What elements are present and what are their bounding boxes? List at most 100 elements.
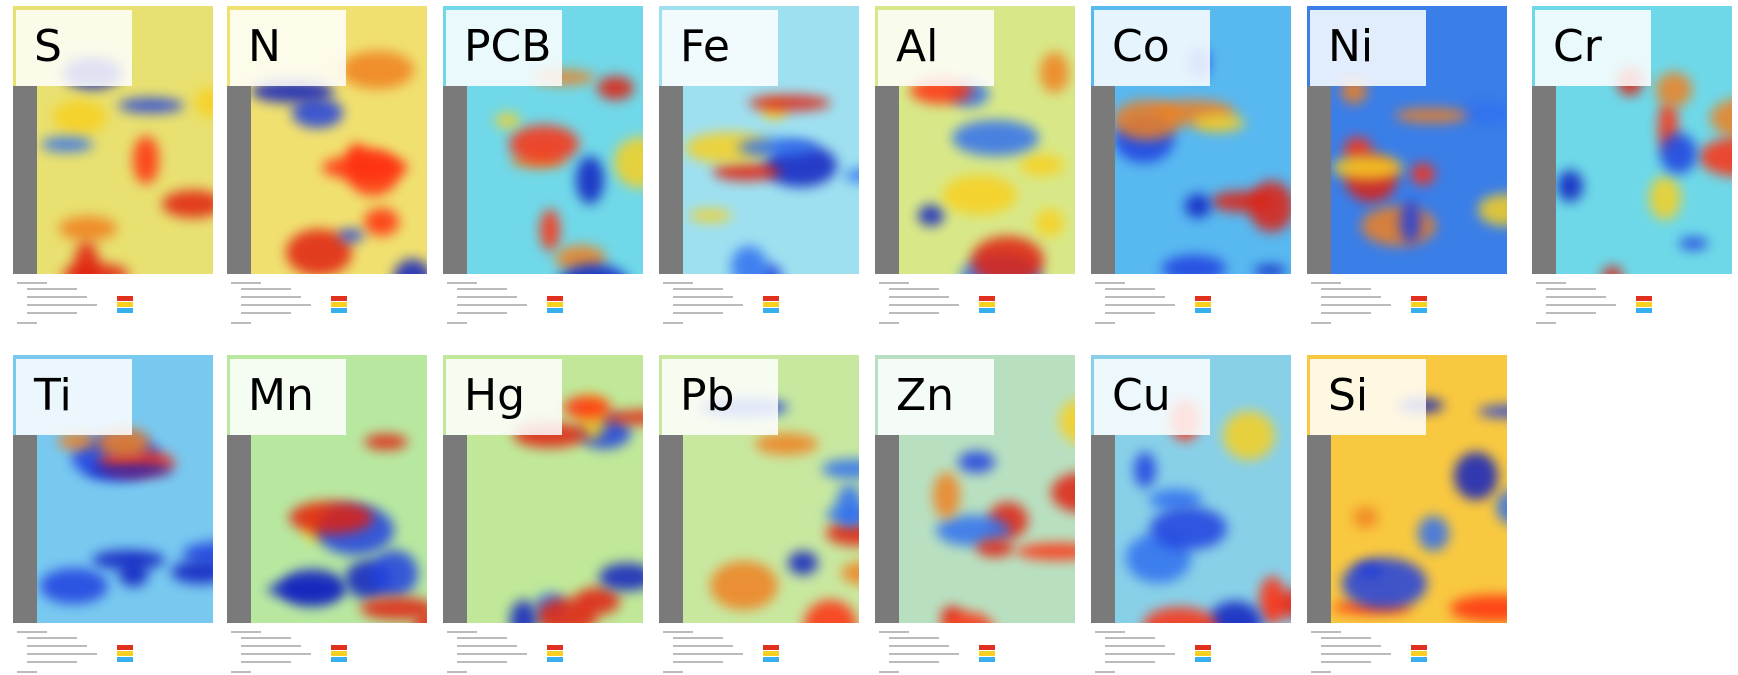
legend-swatch: [763, 651, 779, 656]
hotspot: [689, 209, 732, 222]
legend-swatch: [1411, 302, 1427, 307]
legend-swatch: [117, 657, 133, 662]
legend: [879, 631, 1069, 675]
hotspot: [710, 561, 777, 610]
legend-line: [1095, 631, 1125, 633]
legend-line: [673, 304, 743, 306]
hotspot: [1478, 194, 1507, 227]
legend-line: [231, 322, 251, 324]
legend-swatch: [763, 296, 779, 301]
legend-line: [27, 653, 97, 655]
legend-line: [447, 671, 467, 673]
legend-swatch: [331, 651, 347, 656]
legend-line: [1321, 653, 1391, 655]
legend-line: [457, 645, 517, 647]
legend-line: [663, 282, 693, 284]
legend-line: [879, 282, 909, 284]
map-panel: Al: [875, 6, 1075, 341]
legend-line: [673, 296, 733, 298]
hotspot: [195, 88, 213, 118]
legend-swatch: [547, 308, 563, 313]
legend-line: [457, 637, 507, 639]
legend-swatch: [547, 657, 563, 662]
label-box: Al: [878, 10, 994, 86]
legend-line: [17, 671, 37, 673]
legend-swatch: [547, 645, 563, 650]
legend-swatch: [979, 302, 995, 307]
hotspot: [1020, 154, 1064, 175]
hotspot: [1496, 489, 1507, 525]
legend: [17, 282, 207, 337]
legend-line: [1321, 296, 1381, 298]
hotspot: [364, 208, 399, 236]
legend-swatch: [1411, 657, 1427, 662]
hotspot: [971, 236, 1044, 274]
legend-line: [1536, 282, 1566, 284]
legend-swatch: [117, 645, 133, 650]
hotspot: [804, 600, 857, 623]
coastline: [1307, 86, 1331, 274]
legend-line: [27, 304, 97, 306]
coastline: [443, 435, 467, 623]
hotspot: [1557, 170, 1583, 202]
hotspot: [171, 560, 213, 584]
element-label: Si: [1328, 371, 1368, 421]
legend-line: [879, 671, 899, 673]
hotspot: [360, 597, 427, 620]
legend-line: [673, 653, 743, 655]
map-panel: Fe: [659, 6, 859, 341]
hotspot: [1454, 452, 1499, 499]
legend-line: [889, 653, 959, 655]
hotspot: [1143, 607, 1217, 623]
legend-line: [1311, 282, 1341, 284]
legend-line: [457, 653, 527, 655]
legend-line: [1105, 645, 1165, 647]
legend-line: [889, 288, 939, 290]
map-panel: Cr: [1532, 6, 1732, 341]
legend-line: [17, 282, 47, 284]
hotspot: [1016, 543, 1075, 560]
legend-line: [889, 637, 939, 639]
legend: [447, 282, 637, 337]
legend-line: [889, 304, 959, 306]
hotspot: [1400, 200, 1421, 243]
map-panel: Ti: [13, 355, 213, 675]
legend-swatch: [331, 657, 347, 662]
legend-line: [447, 631, 477, 633]
hotspot: [844, 168, 859, 183]
legend-line: [1536, 322, 1556, 324]
coastline: [659, 86, 683, 274]
legend: [663, 631, 853, 675]
label-box: Cu: [1094, 359, 1210, 435]
hotspot: [133, 136, 158, 183]
hotspot: [713, 162, 780, 181]
legend: [1095, 631, 1285, 675]
legend-line: [1321, 312, 1371, 314]
map-panel: Zn: [875, 355, 1075, 675]
hotspot: [1162, 255, 1226, 274]
map-panel: Mn: [227, 355, 427, 675]
legend-line: [27, 312, 77, 314]
map-panel: S: [13, 6, 213, 341]
hotspot: [1211, 191, 1271, 212]
legend-line: [1105, 312, 1155, 314]
label-box: Pb: [662, 359, 778, 435]
legend-swatch: [1411, 651, 1427, 656]
hotspot: [1040, 52, 1069, 93]
legend-line: [889, 645, 949, 647]
label-box: Hg: [446, 359, 562, 435]
legend-swatch: [117, 302, 133, 307]
hotspot: [1660, 133, 1697, 174]
legend-swatch: [1195, 651, 1211, 656]
hotspot: [597, 76, 633, 100]
legend-line: [241, 296, 301, 298]
legend-line: [1311, 671, 1331, 673]
legend-line: [1095, 671, 1115, 673]
element-label: Ti: [34, 371, 72, 421]
hotspot: [836, 484, 859, 527]
hotspot: [370, 550, 418, 597]
hotspot: [1418, 516, 1448, 551]
hotspot: [1113, 100, 1181, 140]
element-label: S: [34, 22, 62, 72]
legend-line: [17, 322, 37, 324]
